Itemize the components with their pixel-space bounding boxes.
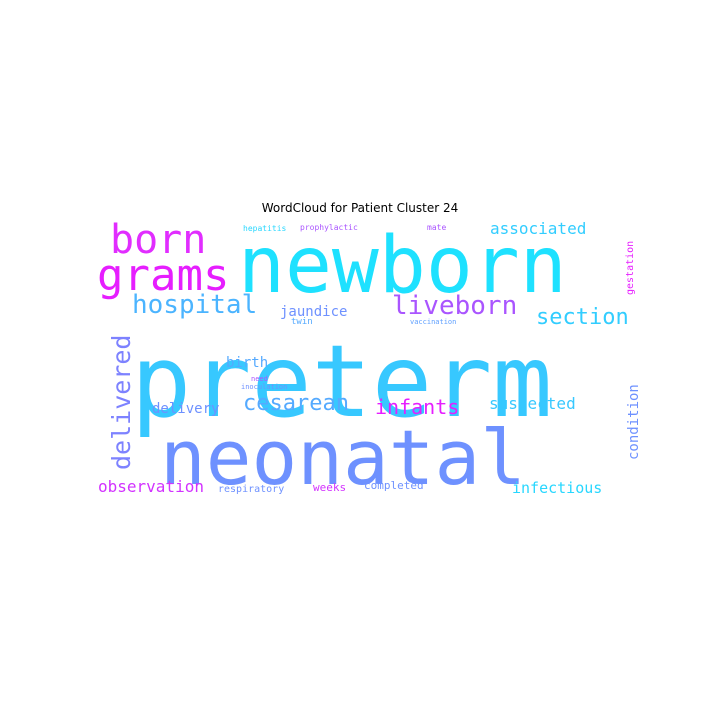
word-completed: completed xyxy=(364,479,424,492)
word-mate: mate xyxy=(427,223,446,232)
word-infants: infants xyxy=(375,395,459,419)
word-need: need xyxy=(251,375,268,383)
word-inoculation: inoculation xyxy=(241,383,287,391)
word-grams: grams xyxy=(97,250,229,301)
word-weeks: weeks xyxy=(313,481,346,494)
word-born: born xyxy=(110,217,206,263)
word-newborn: newborn xyxy=(238,221,567,311)
word-section: section xyxy=(536,305,629,330)
word-neonatal: neonatal xyxy=(160,413,526,502)
word-gestation: gestation xyxy=(625,241,636,295)
word-associated: associated xyxy=(490,219,586,238)
word-delivered: delivered xyxy=(107,335,136,470)
word-respiratory: respiratory xyxy=(218,484,284,495)
word-preterm: preterm xyxy=(131,323,552,440)
word-suspected: suspected xyxy=(489,394,576,413)
word-liveborn: liveborn xyxy=(392,291,517,321)
word-birth: birth xyxy=(226,355,268,371)
word-infectious: infectious xyxy=(512,479,602,497)
word-hospital: hospital xyxy=(132,290,257,320)
chart-title: WordCloud for Patient Cluster 24 xyxy=(261,201,459,215)
word-cesarean: cesarean xyxy=(243,391,349,416)
word-twin: twin xyxy=(291,317,313,327)
word-hepatitis: hepatitis xyxy=(243,224,287,233)
word-condition: condition xyxy=(626,384,642,460)
word-vaccination: vaccination xyxy=(410,318,456,326)
word-observation: observation xyxy=(98,477,204,496)
word-prophylactic: prophylactic xyxy=(300,223,358,232)
word-delivery: delivery xyxy=(152,401,219,417)
word-jaundice: jaundice xyxy=(280,304,347,320)
